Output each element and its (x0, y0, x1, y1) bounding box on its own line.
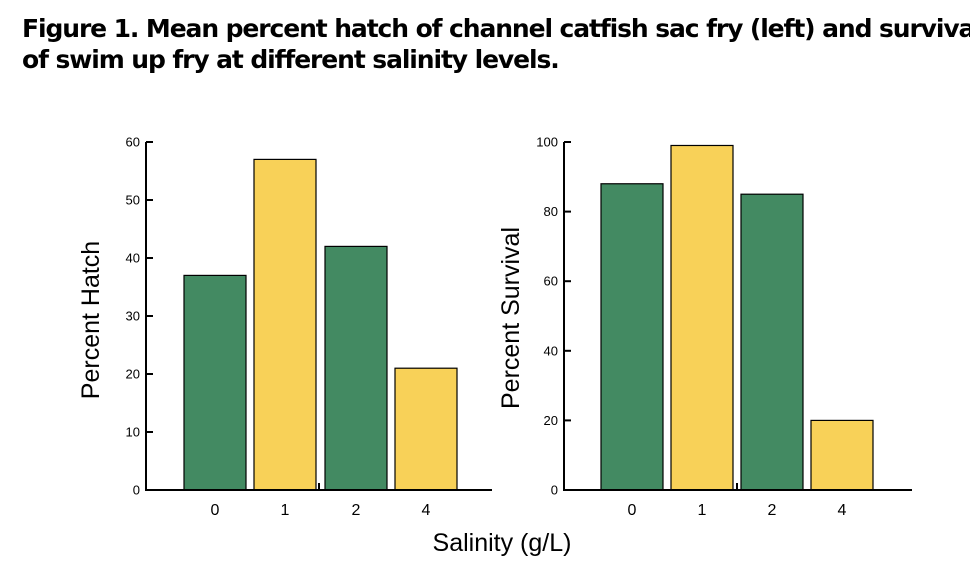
survival-category-labels: 0 1 2 4 (628, 502, 847, 519)
hatch-category-label-4: 4 (422, 502, 431, 519)
survival-bar-2 (740, 193, 804, 491)
survival-y-tick-label-20: 20 (544, 413, 558, 428)
survival-y-tick-label-40: 40 (544, 343, 558, 358)
figure-title-line-2: of swim up fry at different salinity lev… (22, 45, 560, 74)
hatch-y-ticks: 0 10 20 30 40 50 60 (126, 135, 153, 498)
survival-y-ticks: 0 20 40 60 80 100 (536, 135, 571, 498)
hatch-category-label-2: 2 (352, 502, 361, 519)
survival-category-label-2: 2 (768, 502, 777, 519)
survival-category-label-4: 4 (838, 502, 847, 519)
figure-title-line-1: Figure 1. Mean percent hatch of channel … (22, 14, 970, 43)
survival-bars (600, 144, 874, 491)
survival-y-axis-title: Percent Survival (497, 227, 525, 409)
survival-category-label-0: 0 (628, 502, 637, 519)
survival-bar-4 (810, 419, 874, 491)
hatch-y-tick-label-40: 40 (126, 251, 140, 266)
hatch-y-tick-label-30: 30 (126, 309, 140, 324)
survival-y-tick-label-80: 80 (544, 204, 558, 219)
survival-y-tick-label-100: 100 (536, 135, 558, 150)
hatch-bar-0 (183, 274, 247, 491)
hatch-y-tick-label-10: 10 (126, 425, 140, 440)
hatch-bars (183, 158, 458, 491)
survival-bar-0 (600, 183, 664, 491)
hatch-category-label-0: 0 (211, 502, 220, 519)
hatch-y-tick-label-20: 20 (126, 367, 140, 382)
hatch-y-tick-label-60: 60 (126, 135, 140, 150)
hatch-category-labels: 0 1 2 4 (211, 502, 431, 519)
hatch-category-label-1: 1 (281, 502, 290, 519)
hatch-bar-1 (253, 158, 317, 491)
shared-x-axis-title: Salinity (g/L) (433, 529, 572, 557)
hatch-bar-2 (324, 245, 388, 491)
survival-category-label-1: 1 (698, 502, 707, 519)
hatch-y-tick-label-0: 0 (133, 483, 140, 498)
survival-y-tick-label-60: 60 (544, 274, 558, 289)
survival-y-tick-label-0: 0 (551, 483, 558, 498)
hatch-y-axis-title: Percent Hatch (77, 241, 105, 399)
figure-title: Figure 1. Mean percent hatch of channel … (22, 13, 970, 75)
chart-percent-survival: 0 20 40 60 80 100 0 1 2 4 Percent Survival (497, 135, 912, 519)
hatch-bar-4 (394, 367, 458, 491)
chart-percent-hatch: 0 10 20 30 40 50 60 0 1 2 4 Percent Hatch (77, 135, 492, 519)
hatch-y-tick-label-50: 50 (126, 193, 140, 208)
survival-bar-1 (670, 144, 734, 491)
